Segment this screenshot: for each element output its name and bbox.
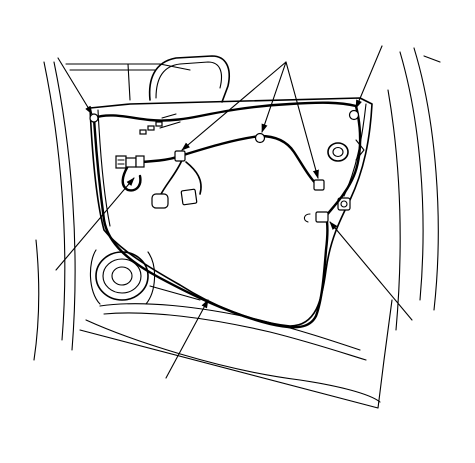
harness-upper-connector: [174, 150, 186, 162]
door-lock: [337, 197, 351, 211]
harness-center-clip: [254, 132, 266, 144]
callout-top-right: [355, 45, 383, 109]
harness-grommet: [348, 109, 360, 121]
harness-clip: [89, 113, 99, 123]
callout-bottom: [165, 299, 209, 379]
door-outer-frame: [33, 47, 441, 409]
harness-hanging-connector-2: [180, 188, 198, 206]
callouts: [55, 45, 413, 379]
regulator-hole: [327, 139, 365, 162]
armrest-trim: [99, 285, 367, 361]
callout-left: [55, 177, 135, 271]
wire-harness: [92, 101, 362, 329]
harness-hanging-connector-1: [151, 193, 169, 209]
harness-connectors: [89, 109, 360, 223]
callout-top-left: [57, 57, 93, 115]
harness-lower-connector: [303, 211, 329, 223]
harness-right-connector: [313, 179, 325, 191]
callout-top-center: [181, 61, 319, 179]
harness-connector-block: [115, 155, 145, 169]
callout-right: [329, 221, 413, 321]
switch-cluster: [139, 113, 181, 135]
side-mirror: [148, 55, 230, 103]
door-speaker: [89, 249, 156, 305]
